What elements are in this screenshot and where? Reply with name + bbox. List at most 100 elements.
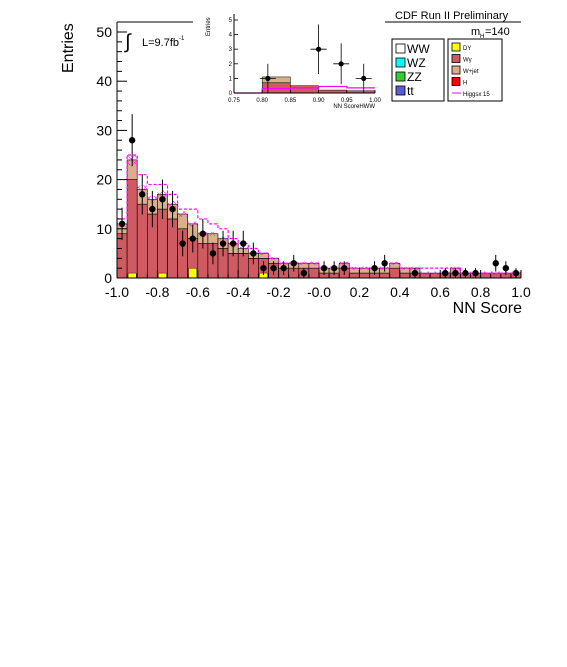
y-tick-label: 30	[96, 122, 112, 138]
legend-swatch-ww	[395, 43, 406, 54]
inset-x-tick-label: 0.75	[228, 98, 240, 104]
data-point	[128, 137, 136, 144]
stack-bar-wgamma	[389, 267, 401, 279]
stack-bar-wgamma	[227, 253, 239, 279]
inset-y-tick-label: 5	[229, 18, 233, 24]
stack-bar-wgamma	[348, 272, 360, 279]
legend-swatch-tt	[395, 85, 406, 96]
legend-swatch-zz	[395, 71, 406, 82]
mass-value: =140	[485, 26, 510, 38]
inset-data-point	[338, 61, 344, 67]
inset-y-axis-title: Entries	[206, 17, 212, 36]
legend-label-wz: WZ	[407, 56, 426, 70]
uncertainty-band-bin-cross	[308, 261, 319, 265]
legend-label: Higgsx 15	[463, 92, 490, 98]
uncertainty-band-bin-cross	[349, 266, 360, 270]
stack-bar-dy	[188, 267, 197, 279]
background-stack	[116, 159, 522, 279]
data-point	[270, 264, 277, 272]
luminosity-superscript: -1	[179, 36, 185, 42]
x-tick-label: -0.8	[145, 284, 169, 300]
uncertainty-band-bin-cross	[420, 271, 431, 275]
stack-bar-wgamma	[126, 179, 138, 279]
legend-right-column: DY Wγ W+jet H Higgsx 15	[447, 38, 503, 102]
x-tick-label: 0.8	[471, 284, 491, 300]
y-tick-label: 0	[104, 270, 112, 286]
data-point	[159, 196, 166, 203]
uncertainty-band-bin-cross	[409, 266, 420, 270]
luminosity-label: L=9.7fb	[142, 37, 179, 49]
data-point	[442, 269, 449, 277]
inset-data-point	[361, 75, 367, 81]
inset-y-tick-label: 3	[229, 47, 233, 53]
x-tick-label: 0.6	[430, 284, 450, 300]
inset-stack-bar-wjet	[261, 76, 291, 84]
integral-symbol: ∫	[124, 31, 132, 53]
uncertainty-band-bin-cross	[207, 231, 218, 236]
y-tick-label: 50	[96, 24, 112, 40]
data-point	[169, 205, 176, 213]
uncertainty-band-bin-cross	[430, 271, 441, 275]
uncertainty-band-bin-cross	[359, 266, 370, 270]
inset-plot: 0.75 0.80 0.85 0.90 0.95 1.00 0 1 2 3 4 5 Entries N…	[206, 14, 381, 110]
data-point	[280, 264, 287, 272]
x-tick-label: 1.0	[511, 284, 531, 300]
inset-axes: 0.75 0.80 0.85 0.90 0.95 1.00 0 1 2 3 4 5	[228, 14, 381, 104]
legend-label-ww: WW	[407, 42, 430, 56]
uncertainty-band-bin-cross	[389, 261, 400, 265]
stack-bar-wgamma	[116, 233, 128, 279]
data-point	[179, 240, 186, 247]
inset-x-tick-label: 0.95	[341, 98, 353, 104]
stack-bar-wgamma	[308, 267, 320, 279]
inset-x-tick-label: 0.80	[256, 98, 268, 104]
x-tick-label: -0.4	[226, 284, 250, 300]
uncertainty-band-bin-cross	[258, 251, 269, 255]
stack-bar-dy	[127, 272, 137, 279]
y-axis-title: Entries	[60, 23, 77, 73]
stack-bar-dy	[158, 272, 167, 279]
data-point	[492, 260, 499, 267]
inset-data-point	[316, 46, 322, 52]
data-point	[118, 220, 126, 228]
uncertainty-band-bin-cross	[298, 261, 309, 265]
data-point	[502, 264, 510, 272]
data-point	[229, 240, 237, 247]
x-tick-label: -1.0	[105, 284, 129, 300]
x-axis-title: NN Score	[453, 300, 522, 317]
x-tick-label: -0.6	[186, 284, 210, 300]
legend-swatch-wjet	[451, 65, 461, 75]
inset-x-tick-label: 0.85	[285, 98, 297, 104]
stack-bar-wgamma	[237, 253, 249, 279]
inset-y-tick-label: 1	[229, 76, 233, 82]
data-point	[189, 235, 196, 242]
mass-subscript: H	[480, 34, 484, 40]
inset-data-points	[259, 24, 372, 93]
data-point	[199, 230, 207, 237]
data-point	[300, 269, 308, 277]
y-tick-label: 10	[96, 221, 112, 237]
data-point	[290, 260, 297, 267]
stack-bar-wgamma	[359, 272, 370, 279]
data-point	[381, 260, 388, 267]
legend-label: Wγ	[463, 58, 472, 64]
legend-swatch-wz	[395, 57, 406, 68]
inset-x-axis-title: NN ScoreHWW	[333, 104, 375, 110]
legend-label-zz: ZZ	[407, 70, 422, 84]
data-point	[250, 250, 257, 257]
mass-label: m	[471, 26, 480, 38]
legend-label: DY	[463, 46, 471, 52]
legend-label-tt: tt	[407, 84, 414, 98]
x-tick-label: -0.2	[267, 284, 291, 300]
uncertainty-band-bin-cross	[187, 221, 198, 227]
uncertainty-band-bin-cross	[268, 256, 279, 260]
x-tick-label: 0.2	[350, 284, 370, 300]
legend-label: H	[463, 81, 467, 87]
inset-y-tick-label: 0	[229, 91, 233, 97]
data-point	[209, 250, 217, 257]
uncertainty-band-bin-cross	[177, 211, 188, 217]
stack-bar-wgamma	[167, 218, 178, 279]
data-point	[139, 191, 146, 198]
data-point	[341, 264, 348, 272]
